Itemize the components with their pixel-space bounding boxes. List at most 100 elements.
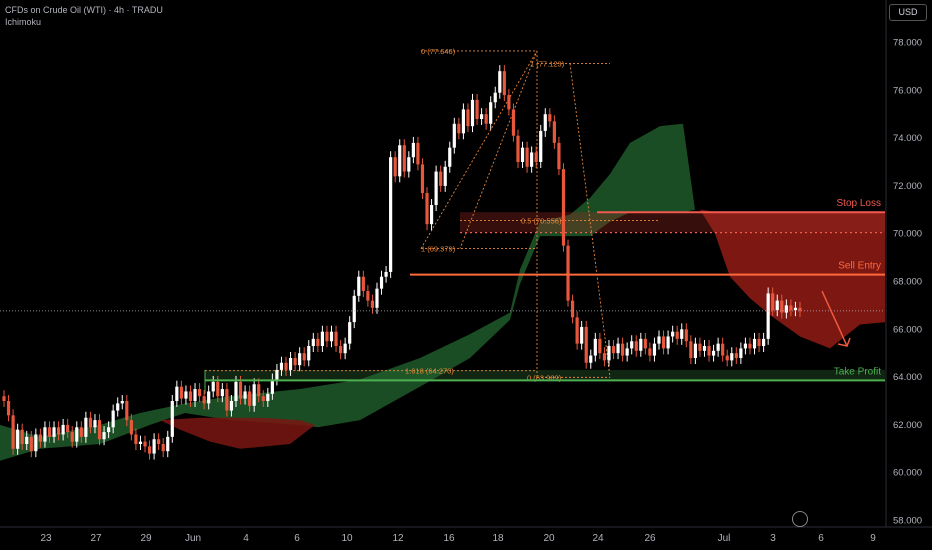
candle-body [589,355,593,363]
y-tick-label: 62.000 [893,420,922,431]
arrow-head [837,337,851,347]
candle-body [384,271,388,277]
candle-body [598,338,602,354]
candle-body [507,95,511,110]
cloud-bullish [0,123,695,461]
candle-body [766,293,770,339]
candle-body [152,439,156,454]
candle-body [748,343,752,349]
candle-body [393,157,397,177]
candle-body [211,381,215,392]
candle-body [570,300,575,318]
candle-body [416,142,420,165]
x-tick-label: 9 [870,533,876,544]
candle-body [88,417,93,428]
candle-body [325,331,329,342]
candle-body [593,338,597,356]
trade-zones [204,212,885,394]
candle-body [689,341,693,358]
y-tick-label: 76.000 [893,85,922,96]
cloud-bearish [160,417,315,449]
candle-body [357,276,361,296]
candle-body [502,71,506,96]
candle-body [652,343,657,356]
candle-body [97,420,102,440]
candle-body [625,348,629,356]
candle-body [47,427,52,437]
x-tick-label: 16 [443,533,455,544]
candle-body [234,381,238,401]
price-level-name: Stop Loss [837,198,881,209]
candle-body [639,338,643,351]
candle-body [584,326,588,363]
candle-body [516,135,520,162]
candle-body [20,429,24,445]
y-tick-label: 72.000 [893,181,922,192]
candle-body [261,396,265,401]
candle-body [789,305,793,311]
x-tick-label: 24 [592,533,604,544]
x-tick-label: 27 [90,533,102,544]
candle-body [93,420,97,428]
candle-body [539,130,543,162]
candle-body [439,171,443,186]
candle-body [70,432,74,442]
candle-body [771,293,775,311]
candle-body [175,386,179,401]
fib-level-label: 1.618 (64.270) [405,367,454,376]
candle-body [188,391,193,401]
candle-body [147,446,152,454]
candle-body [197,389,202,397]
candle-body [520,147,525,162]
price-level-name: Take Profit [834,366,881,377]
currency-button[interactable]: USD [889,4,927,21]
candle-body [661,336,666,349]
candle-body [84,417,88,437]
candlesticks [2,65,802,460]
x-tick-label: 6 [294,533,300,544]
candle-body [543,114,547,131]
candle-body [66,424,70,433]
candle-body [707,346,711,356]
candle-body [2,396,6,401]
candle-body [266,393,270,401]
x-tick-label: 18 [492,533,504,544]
candle-body [352,295,356,323]
candle-body [375,288,379,308]
candle-body [343,343,347,354]
candle-body [379,276,384,289]
candle-body [220,389,224,397]
candle-body [184,391,188,399]
candle-body [102,432,106,440]
candle-body [6,401,11,416]
candle-body [443,166,447,186]
ichimoku-cloud [0,123,886,461]
candle-body [134,434,138,445]
candle-body [721,343,725,356]
candle-body [11,415,15,449]
candle-body [448,147,452,167]
candle-body [780,300,784,313]
candle-body [648,348,652,356]
candle-body [630,341,634,349]
candle-body [798,307,802,311]
fib-level-label: 0 (77.646) [421,47,456,56]
y-tick-label: 64.000 [893,372,922,383]
candle-body [557,142,561,170]
candle-body [498,71,502,93]
candle-body [511,109,516,136]
candle-body [602,353,607,361]
candle-body [711,350,716,356]
candle-body [480,114,484,119]
candle-body [698,343,702,351]
candle-body [666,336,670,349]
candle-body [284,362,288,370]
candle-body [129,420,133,435]
candle-body [38,434,42,442]
projection-arrow [821,290,848,347]
candle-body [420,164,425,194]
candle-body [288,357,293,370]
candle-body [334,331,338,347]
